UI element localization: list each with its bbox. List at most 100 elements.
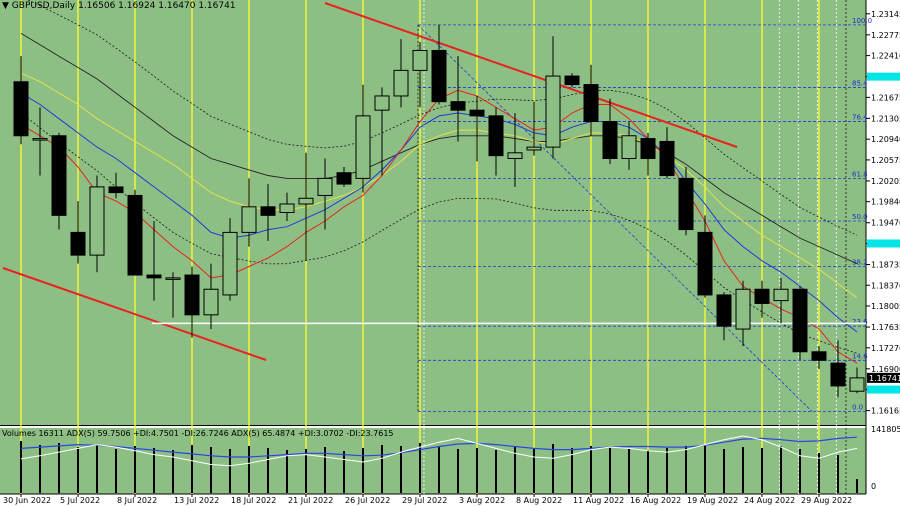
bullish-candle	[355, 115, 371, 179]
bearish-candle	[260, 206, 276, 216]
price-axis-label: 1.20575	[871, 156, 900, 165]
volume-axis-label: 0	[871, 482, 876, 491]
price-axis-label: 1.17635	[871, 323, 900, 332]
upper-envelope-line	[27, 0, 858, 236]
bearish-candle	[659, 140, 675, 177]
fibonacci-level-label: 85.4	[852, 79, 868, 87]
bearish-candle	[488, 115, 504, 157]
fibonacci-level-label: 14.6	[852, 352, 868, 360]
bullish-candle	[621, 135, 637, 159]
price-axis-label: 1.19840	[871, 198, 900, 207]
fibonacci-level-label: 0.0	[852, 403, 863, 411]
bearish-candle	[13, 81, 29, 137]
bullish-candle	[298, 197, 314, 205]
price-axis-label: 1.21305	[871, 114, 900, 123]
bullish-candle	[203, 288, 219, 316]
bearish-candle	[811, 351, 827, 361]
time-axis-label: 18 Jul 2022	[231, 496, 276, 505]
bearish-candle	[564, 75, 580, 86]
bullish-candle	[412, 49, 428, 71]
bearish-candle	[184, 274, 200, 316]
bullish-candle	[279, 203, 295, 213]
time-axis-label: 29 Aug 2022	[801, 496, 852, 505]
time-axis-label: 11 Aug 2022	[573, 496, 624, 505]
adx-blue-line	[20, 436, 858, 458]
time-axis-background	[0, 494, 900, 506]
price-axis-label: 1.20940	[871, 135, 900, 144]
upper-trendline	[324, 2, 738, 148]
bullish-candle	[317, 177, 333, 196]
price-axis-label: 1.16900	[871, 365, 900, 374]
bearish-candle	[697, 231, 713, 296]
bearish-candle	[336, 172, 352, 185]
bullish-candle	[241, 206, 257, 233]
bearish-candle	[830, 362, 846, 387]
fibonacci-level-label: 23.6	[852, 318, 868, 326]
price-axis-label: 1.18370	[871, 281, 900, 290]
bearish-candle	[678, 177, 694, 231]
bearish-candle	[127, 194, 143, 276]
price-axis-label: 1.22410	[871, 52, 900, 61]
lower-envelope-line	[20, 112, 858, 354]
price-axis-label: 1.18735	[871, 261, 900, 270]
time-axis-label: 26 Jul 2022	[345, 496, 390, 505]
bullish-candle	[773, 288, 789, 302]
bearish-candle	[450, 101, 466, 111]
fibonacci-trendline	[417, 24, 813, 412]
bullish-candle	[374, 95, 390, 111]
price-axis-label: 1.18005	[871, 302, 900, 311]
bullish-candle	[735, 288, 751, 330]
fibonacci-level-label: 100.0	[852, 17, 872, 25]
bearish-candle	[431, 49, 447, 103]
time-axis-label: 30 Jun 2022	[3, 496, 51, 505]
long-moving-average-line	[20, 33, 858, 265]
price-axis-label: 1.17270	[871, 344, 900, 353]
bearish-candle	[108, 186, 124, 194]
time-axis-label: 21 Jul 2022	[288, 496, 333, 505]
bullish-candle	[165, 277, 181, 280]
mid-moving-average-line	[20, 92, 858, 333]
price-highlight-tag	[867, 72, 900, 81]
symbol-info-text: GBPUSD,Daily 1.16506 1.16924 1.16470 1.1…	[11, 1, 236, 11]
current-price-label: 1.16741	[869, 374, 900, 383]
lower-trendline	[2, 267, 267, 361]
bearish-candle	[583, 84, 599, 123]
bearish-candle	[602, 121, 618, 159]
time-axis-label: 5 Jul 2022	[60, 496, 100, 505]
symbol-info-label: ▼ GBPUSD,Daily 1.16506 1.16924 1.16470 1…	[2, 1, 236, 11]
bearish-candle	[51, 135, 67, 216]
bearish-candle	[716, 294, 732, 327]
time-axis-label: 3 Aug 2022	[459, 496, 505, 505]
time-axis-label: 13 Jul 2022	[174, 496, 219, 505]
price-axis-label: 1.23145	[871, 10, 900, 19]
price-axis-label: 1.21675	[871, 93, 900, 102]
time-axis-label: 24 Aug 2022	[744, 496, 795, 505]
bullish-candle	[507, 152, 523, 159]
fibonacci-level-label: 50.0	[852, 213, 868, 221]
indicator-pane-background	[0, 428, 866, 494]
price-axis-label: 1.16165	[871, 407, 900, 416]
slow-moving-average-line	[20, 72, 858, 299]
bullish-candle	[32, 138, 48, 141]
volume-axis-label: 141805	[871, 425, 900, 434]
bearish-candle	[469, 109, 485, 117]
bearish-candle	[70, 231, 86, 256]
price-highlight-tag	[867, 239, 900, 248]
price-axis-label: 1.19470	[871, 219, 900, 228]
bullish-candle	[222, 231, 238, 296]
time-axis-label: 8 Jul 2022	[117, 496, 157, 505]
price-axis-label: 1.22775	[871, 31, 900, 40]
adx-white-line	[20, 435, 858, 467]
bullish-candle	[545, 75, 561, 148]
bullish-candle	[89, 186, 105, 256]
bullish-candle	[849, 377, 865, 392]
fibonacci-level-label: 76.4	[852, 114, 868, 122]
bearish-candle	[640, 138, 656, 159]
price-highlight-tag	[867, 385, 900, 394]
fibonacci-level-label: 38.2	[852, 259, 868, 267]
time-axis-label: 19 Aug 2022	[687, 496, 738, 505]
bearish-candle	[792, 288, 808, 353]
time-axis-label: 16 Aug 2022	[630, 496, 681, 505]
